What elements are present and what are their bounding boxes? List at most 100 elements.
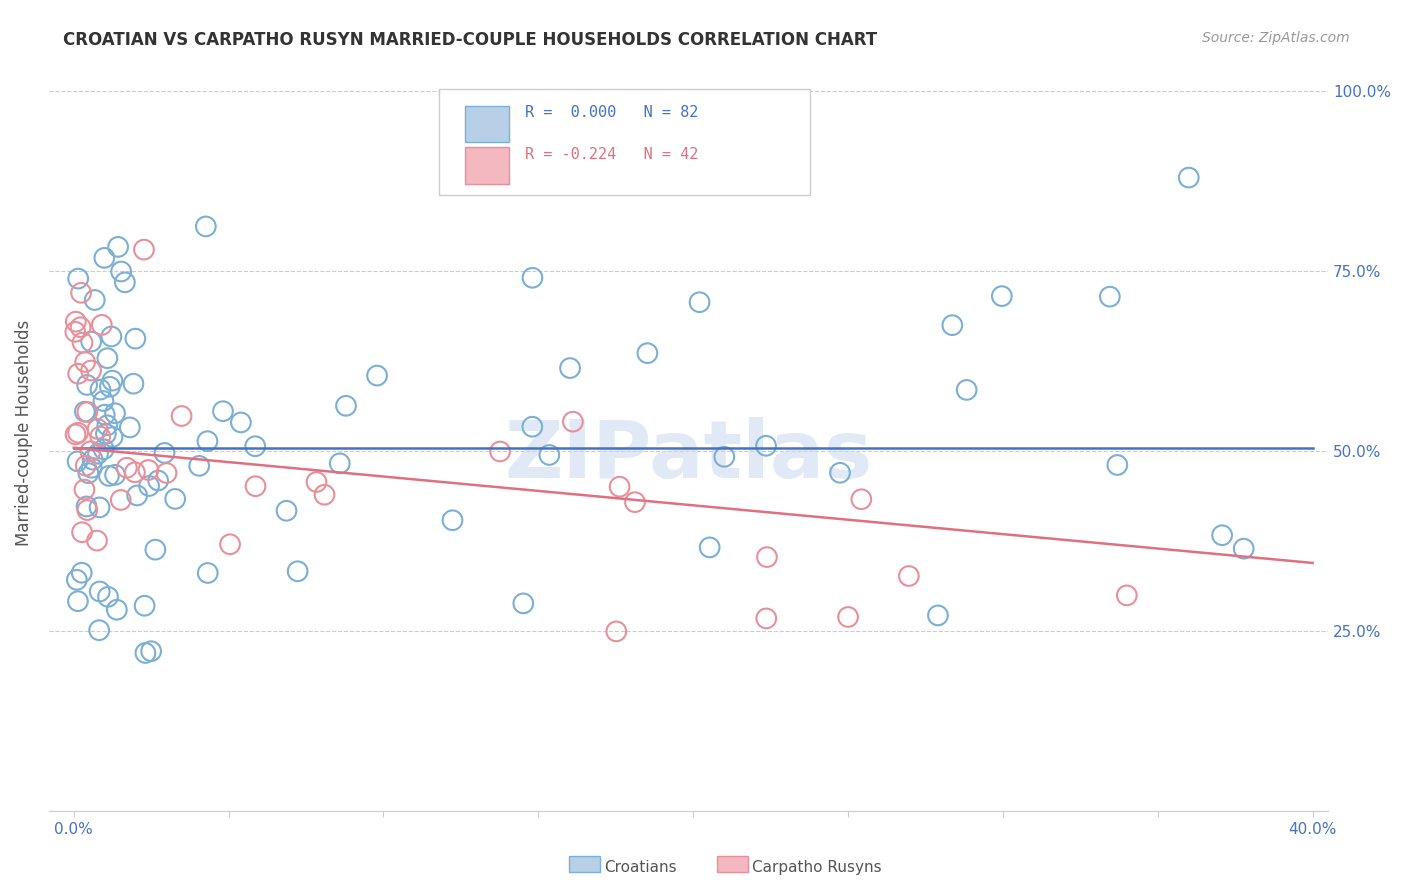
Point	[441, 513, 464, 527]
Point	[689, 295, 711, 310]
Text: Source: ZipAtlas.com: Source: ZipAtlas.com	[1202, 31, 1350, 45]
Point	[66, 454, 89, 468]
Point	[314, 488, 336, 502]
Point	[114, 276, 136, 290]
Point	[76, 378, 98, 392]
Point	[70, 285, 93, 300]
Point	[65, 427, 87, 442]
Point	[93, 251, 115, 265]
Point	[146, 474, 169, 488]
Point	[72, 335, 94, 350]
Point	[138, 463, 160, 477]
Bar	[465, 147, 509, 184]
Point	[66, 594, 89, 608]
FancyBboxPatch shape	[439, 89, 810, 195]
Point	[83, 293, 105, 307]
Point	[170, 409, 193, 423]
Point	[115, 460, 138, 475]
Point	[134, 646, 156, 660]
Point	[89, 584, 111, 599]
Point	[138, 479, 160, 493]
Point	[512, 596, 534, 610]
Text: CROATIAN VS CARPATHO RUSYN MARRIED-COUPLE HOUSEHOLDS CORRELATION CHART: CROATIAN VS CARPATHO RUSYN MARRIED-COUPL…	[63, 31, 877, 49]
Point	[118, 420, 141, 434]
Point	[287, 564, 309, 578]
Point	[155, 466, 177, 480]
Point	[212, 404, 235, 418]
Point	[76, 405, 98, 419]
Point	[522, 419, 544, 434]
Point	[229, 416, 252, 430]
Point	[98, 380, 121, 394]
Point	[194, 219, 217, 234]
Point	[104, 467, 127, 482]
Point	[89, 429, 111, 443]
Point	[110, 493, 132, 508]
Point	[66, 573, 89, 587]
Point	[67, 425, 90, 440]
Point	[837, 610, 859, 624]
Point	[86, 533, 108, 548]
Point	[124, 332, 146, 346]
Bar	[465, 106, 509, 142]
Point	[699, 541, 721, 555]
Point	[245, 479, 267, 493]
Point	[636, 346, 658, 360]
Point	[104, 406, 127, 420]
Point	[828, 466, 851, 480]
Point	[94, 426, 117, 441]
Point	[165, 491, 187, 506]
Point	[101, 374, 124, 388]
Point	[93, 394, 115, 409]
Point	[93, 442, 115, 457]
Point	[73, 405, 96, 419]
Point	[70, 566, 93, 580]
Point	[755, 550, 778, 565]
Point	[76, 503, 98, 517]
Point	[132, 243, 155, 257]
Point	[713, 450, 735, 464]
Point	[188, 458, 211, 473]
Point	[124, 465, 146, 479]
Point	[79, 444, 101, 458]
Point	[105, 603, 128, 617]
Point	[127, 488, 149, 502]
Point	[139, 644, 162, 658]
Point	[941, 318, 963, 333]
Point	[89, 500, 111, 515]
Point	[755, 439, 778, 453]
Point	[197, 434, 219, 449]
Text: Croatians: Croatians	[605, 860, 678, 874]
Text: ZIPatlas: ZIPatlas	[505, 417, 873, 495]
Point	[89, 624, 111, 638]
Point	[1115, 588, 1137, 602]
Point	[134, 599, 156, 613]
Point	[609, 480, 631, 494]
Point	[80, 460, 103, 475]
Point	[77, 466, 100, 480]
Point	[1177, 170, 1199, 185]
Point	[76, 500, 98, 514]
Y-axis label: Married-couple Households: Married-couple Households	[15, 320, 32, 547]
Point	[851, 492, 873, 507]
Point	[153, 446, 176, 460]
Point	[110, 264, 132, 278]
Point	[1107, 458, 1129, 472]
Point	[335, 399, 357, 413]
Point	[245, 439, 267, 453]
Point	[561, 415, 583, 429]
Point	[75, 458, 97, 473]
Point	[73, 483, 96, 497]
Point	[1098, 290, 1121, 304]
Point	[93, 408, 115, 422]
Point	[82, 452, 104, 467]
Point	[97, 469, 120, 483]
Text: Carpatho Rusyns: Carpatho Rusyns	[752, 860, 882, 874]
Point	[605, 624, 627, 639]
Point	[897, 569, 920, 583]
Point	[65, 325, 87, 339]
Point	[75, 355, 97, 369]
Text: R = -0.224   N = 42: R = -0.224 N = 42	[524, 147, 699, 161]
Point	[558, 361, 581, 376]
Point	[305, 475, 328, 489]
